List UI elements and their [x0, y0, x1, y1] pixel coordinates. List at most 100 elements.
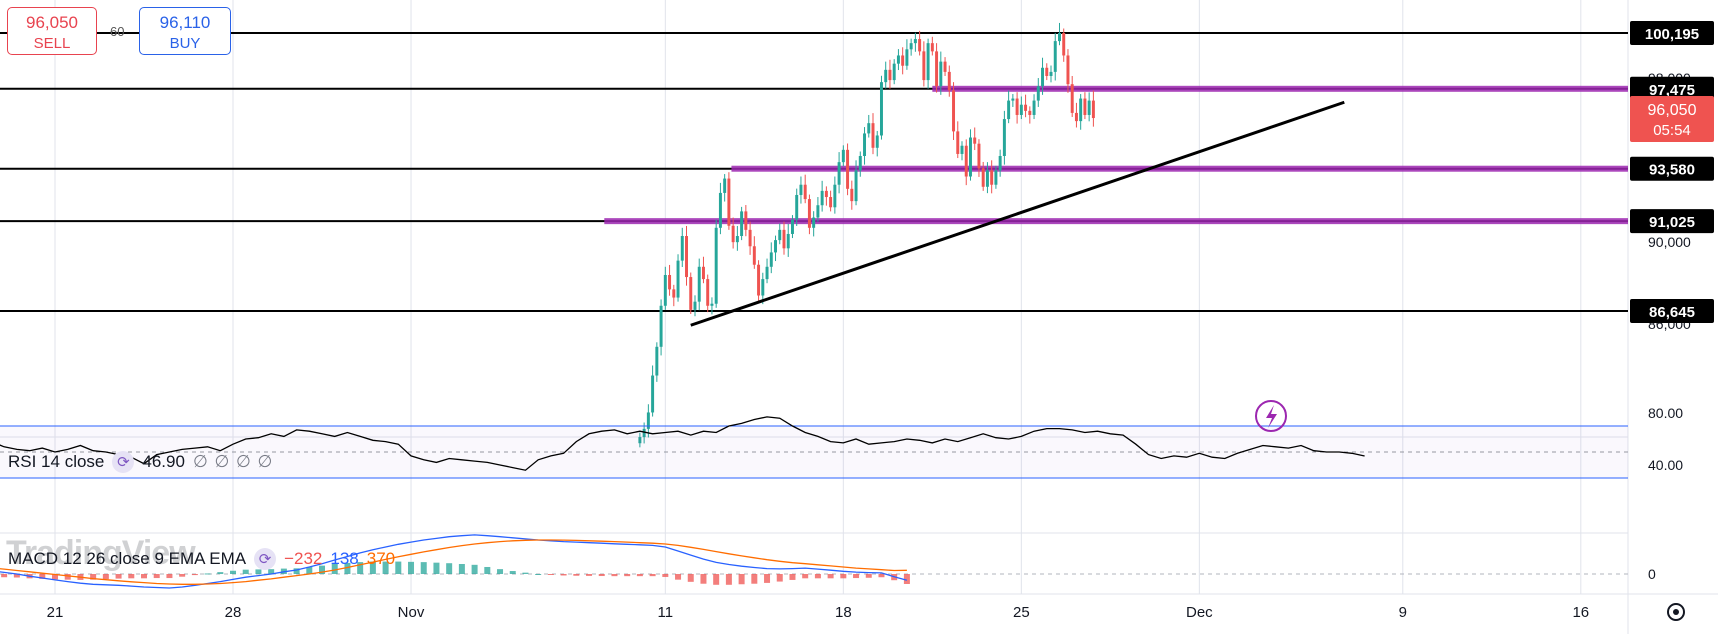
purple-zone [932, 85, 1628, 92]
macd-tick-label: 0 [1648, 566, 1656, 582]
sell-label: SELL [33, 35, 71, 52]
macd-line [0, 534, 908, 589]
rsi-legend[interactable]: RSI 14 close ⟳ 46.90 ∅ ∅ ∅ ∅ [8, 451, 273, 473]
candle-body [956, 131, 960, 154]
macd-histogram-bar [217, 572, 224, 574]
candle-body [968, 137, 972, 177]
candle-body [973, 137, 977, 144]
macd-histogram-bar [331, 564, 338, 574]
candle-body [769, 252, 773, 267]
macd-histogram-bar [268, 569, 275, 574]
level-price-label: 100,195 [1645, 26, 1699, 43]
refresh-icon[interactable]: ⟳ [112, 451, 135, 473]
candle-body [892, 63, 896, 81]
macd-histogram-bar [751, 574, 758, 584]
candle-body [668, 274, 672, 290]
candle-body [939, 61, 943, 87]
sell-price: 96,050 [26, 13, 78, 32]
candle-body [761, 279, 765, 296]
purple-zone [604, 218, 1628, 225]
macd-histogram-bar [52, 574, 58, 580]
candle-body [1053, 41, 1057, 72]
candle-body [1032, 100, 1036, 115]
time-tick-label: 9 [1399, 604, 1407, 621]
candle-body [803, 184, 807, 200]
candle-body [896, 55, 900, 64]
candle-body [651, 375, 655, 413]
buy-button[interactable]: 96,110 BUY [139, 7, 231, 55]
macd-histogram-bar [624, 574, 631, 577]
last-price-tag [1630, 96, 1714, 143]
time-axis-layer: 21 28 Nov 11 18 25 Dec 9 16 [47, 604, 1589, 621]
candle-body [731, 225, 735, 243]
candle-body [740, 211, 744, 237]
macd-histogram-bar [90, 574, 97, 580]
candle-body [964, 145, 968, 177]
candle-body [850, 188, 854, 202]
level-price-tag [1630, 299, 1714, 323]
price-tick-label: 90,000 [1648, 234, 1691, 250]
macd-layer: 0 [0, 534, 1656, 589]
macd-histogram-value: −232 [284, 549, 323, 568]
rsi-tick-label: 40.00 [1648, 457, 1683, 473]
candle-body [985, 170, 989, 187]
trendline [690, 100, 1345, 327]
macd-histogram-bar [458, 564, 465, 574]
candle-body [824, 190, 828, 198]
candle-body [757, 264, 761, 296]
level-price-label: 93,580 [1649, 162, 1695, 179]
settings-gear-icon[interactable] [1667, 603, 1685, 621]
candle-body [1079, 98, 1083, 122]
candle-body [905, 49, 909, 66]
candle-body [990, 170, 994, 185]
candle-countdown: 05:54 [1653, 122, 1691, 139]
candle-body [1019, 104, 1023, 115]
candle-body [994, 170, 998, 185]
macd-histogram-bar [344, 562, 351, 574]
candle-body [782, 229, 786, 249]
candle-body [943, 61, 947, 72]
candle-body [646, 412, 650, 429]
candle-body [1015, 98, 1019, 115]
candle-body [901, 55, 905, 66]
candle-body [863, 133, 867, 156]
macd-histogram-bar [903, 574, 910, 584]
macd-histogram-bar [738, 574, 745, 585]
sell-button[interactable]: 96,050 SELL [7, 7, 97, 55]
candle-body [718, 192, 722, 228]
macd-histogram-bar [802, 574, 809, 579]
time-tick-label: 11 [658, 604, 674, 621]
time-tick-label: 16 [1572, 604, 1589, 621]
candle-body [774, 240, 778, 253]
candle-body [655, 346, 659, 376]
rsi-layer: 80.00 40.00 [0, 405, 1683, 479]
macd-histogram-bar [776, 574, 783, 582]
macd-histogram-bar [102, 574, 109, 580]
macd-legend[interactable]: MACD 12 26 close 9 EMA EMA ⟳ −232 138 37… [8, 548, 395, 570]
candle-body [676, 260, 680, 298]
candle-body [820, 190, 824, 206]
candle-body [693, 301, 697, 310]
macd-signal-value: 370 [366, 549, 396, 568]
price-axis-layer: 98,00090,00086,000100,19597,47593,58091,… [1630, 21, 1714, 332]
candles-layer [638, 22, 1095, 448]
macd-histogram-bar [840, 574, 847, 579]
macd-signal-line [0, 539, 907, 585]
candle-body [1041, 67, 1045, 87]
candle-body [909, 43, 913, 50]
macd-histogram-bar [611, 574, 618, 577]
candle-body [841, 149, 845, 163]
candle-body [1091, 100, 1095, 119]
macd-histogram-bar [382, 561, 389, 574]
rsi-current-value: 46.90 [142, 452, 185, 471]
flash-alert-icon[interactable] [1255, 400, 1287, 432]
macd-histogram-bar [878, 574, 885, 578]
candle-body [854, 170, 858, 202]
candle-body [1036, 86, 1040, 101]
candle-body [807, 199, 811, 228]
candle-body [680, 236, 684, 261]
refresh-icon[interactable]: ⟳ [254, 548, 277, 570]
